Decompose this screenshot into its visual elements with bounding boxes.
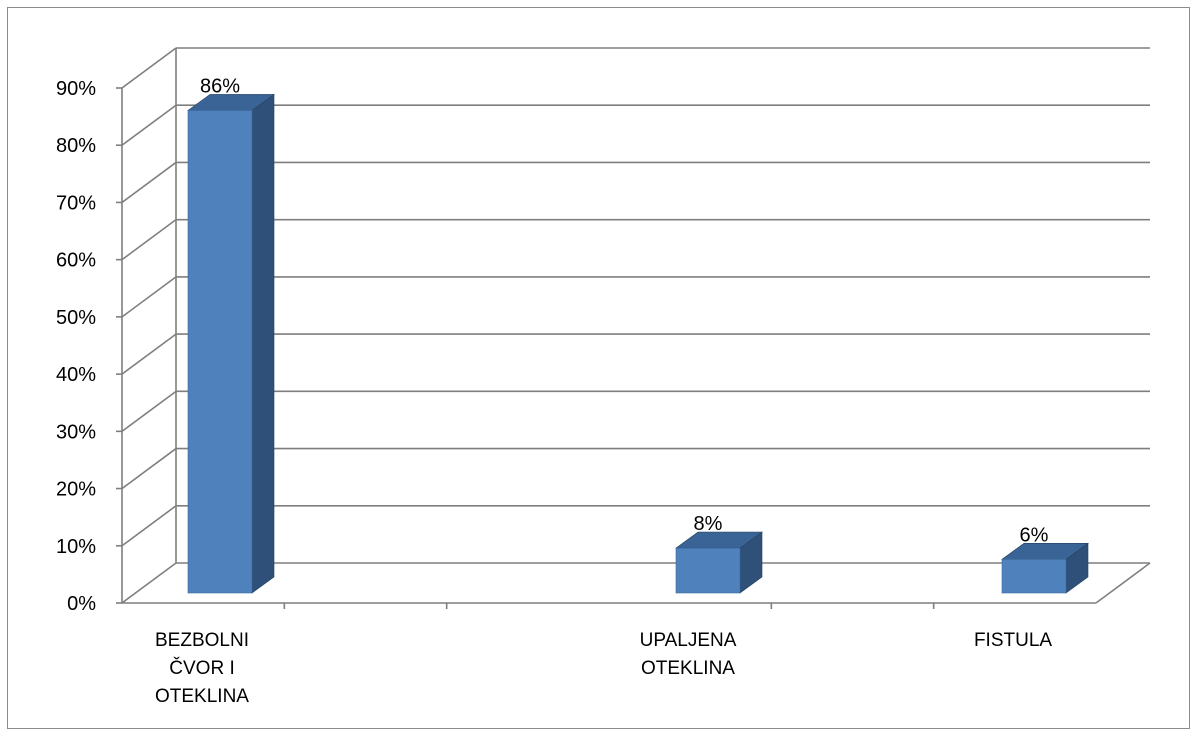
bar-side (251, 93, 275, 594)
gridline-diagonal (121, 104, 177, 146)
gridline-diagonal (121, 390, 177, 432)
y-tick-label: 50% (56, 307, 96, 329)
gridline-diagonal (121, 276, 177, 318)
y-tick-label: 60% (56, 250, 96, 272)
bar (675, 547, 741, 594)
category-label: ČVOR I (169, 657, 234, 679)
bar (1001, 559, 1067, 594)
category-labels: BEZBOLNI ČVOR I OTEKLINA UPALJENA OTEKLINA FI… (155, 630, 1052, 707)
y-axis-tick-labels: 0% 10% 20% 30% 40% 50% 60% 70% 80% 90% (56, 78, 96, 615)
category-label: UPALJENA (640, 630, 737, 651)
y-tick-label: 80% (56, 135, 96, 157)
gridline-diagonal (121, 562, 177, 604)
gridline-diagonal (121, 161, 177, 204)
data-label: 8% (694, 513, 723, 535)
gridline-diagonal (121, 47, 177, 89)
gridline-diagonal (121, 505, 177, 547)
gridline-diagonal (121, 333, 177, 375)
gridlines (121, 47, 1150, 604)
data-labels: 86% 8% 6% (200, 75, 1049, 546)
gridline-diagonal (121, 219, 177, 261)
category-label: BEZBOLNI (155, 630, 249, 651)
y-tick-label: 40% (56, 364, 96, 386)
data-label: 86% (200, 75, 240, 97)
category-label: FISTULA (974, 630, 1052, 651)
bars (187, 93, 1089, 594)
y-tick-label: 10% (56, 536, 96, 558)
data-label: 6% (1020, 524, 1049, 546)
chart-walls (175, 48, 1151, 604)
category-label: OTEKLINA (641, 658, 735, 679)
bar (187, 110, 253, 594)
y-tick-label: 30% (56, 421, 96, 443)
y-tick-label: 70% (56, 192, 96, 214)
y-tick-label: 20% (56, 479, 96, 501)
category-label: OTEKLINA (155, 686, 249, 707)
floor-right-edge (1095, 562, 1151, 604)
y-tick-label: 90% (56, 78, 96, 100)
gridline-diagonal (121, 447, 177, 490)
axes (116, 87, 1096, 609)
y-tick-label: 0% (67, 593, 96, 615)
